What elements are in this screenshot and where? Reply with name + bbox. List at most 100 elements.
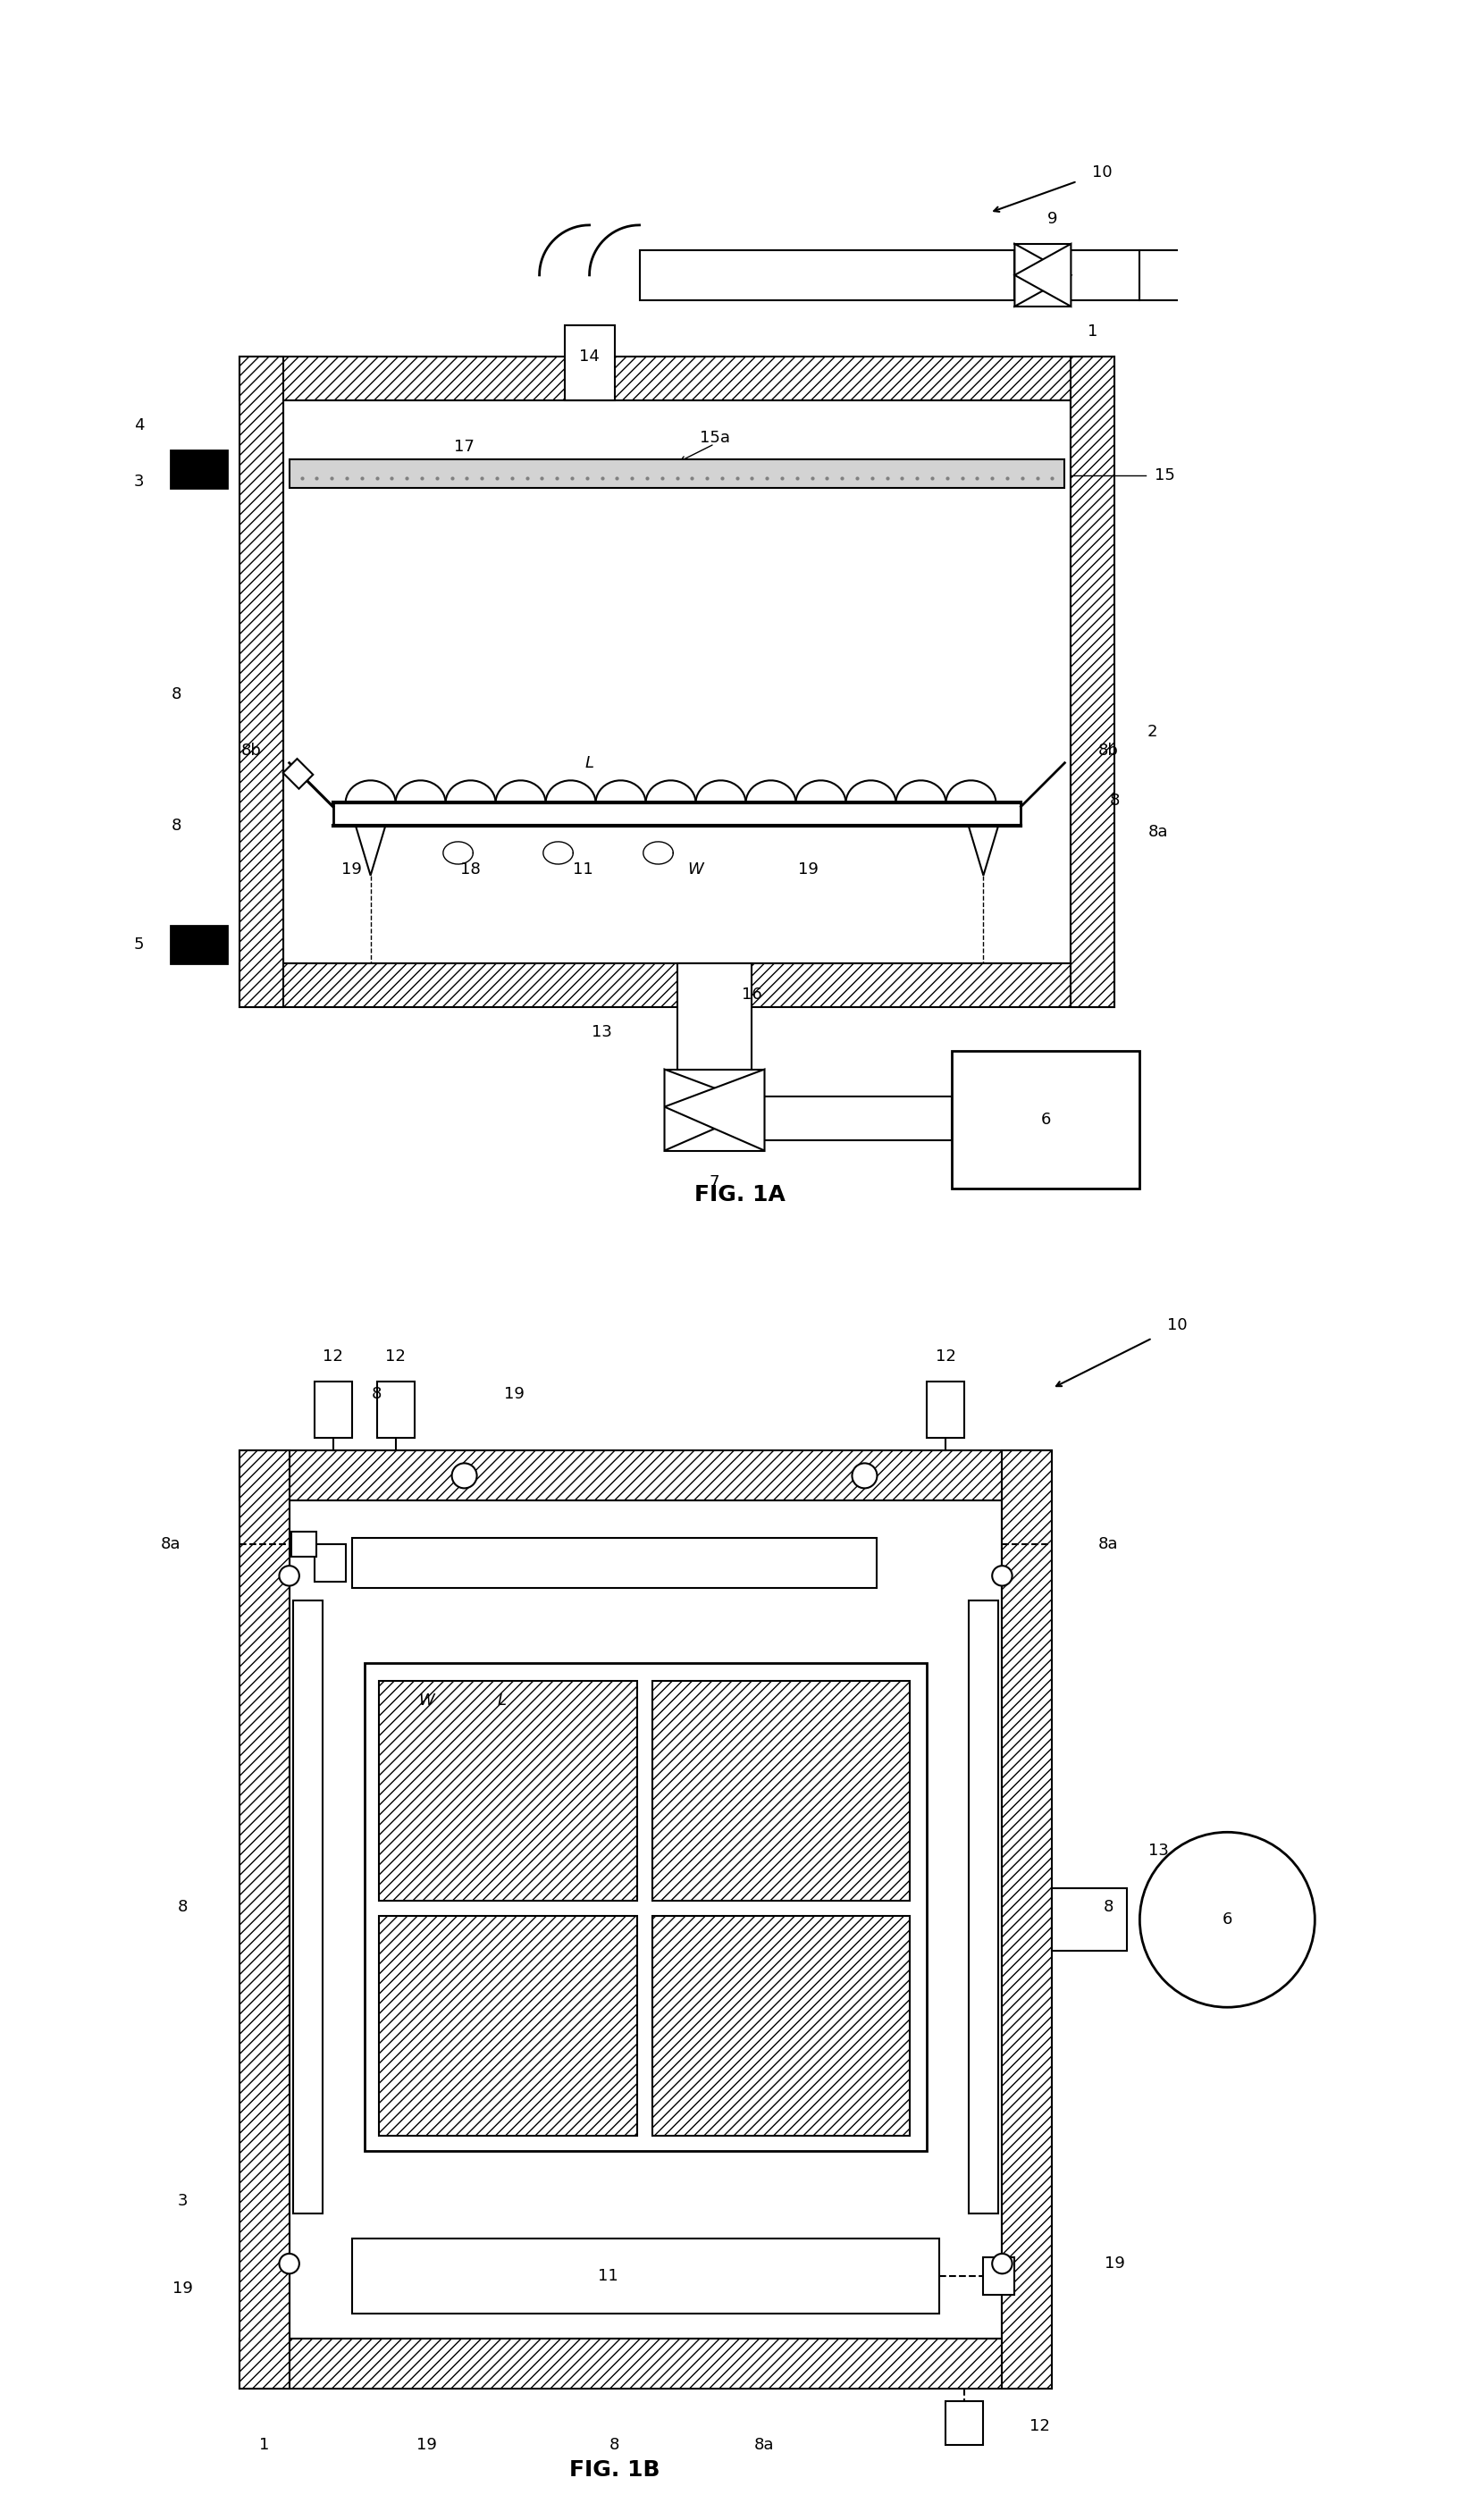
- Bar: [290, 459, 1065, 489]
- Bar: [1052, 1887, 1127, 1950]
- Text: 15: 15: [1155, 466, 1174, 484]
- Bar: [1071, 249, 1140, 300]
- Bar: [652, 1915, 910, 2137]
- Circle shape: [280, 2253, 299, 2273]
- Text: 6: 6: [1041, 1111, 1052, 1126]
- Circle shape: [1140, 1832, 1315, 2008]
- Bar: [652, 1681, 910, 1900]
- Text: 11: 11: [598, 2268, 618, 2283]
- Text: 14: 14: [580, 348, 599, 365]
- Text: 19: 19: [504, 1386, 525, 1404]
- Circle shape: [992, 2253, 1012, 2273]
- Text: 6: 6: [1222, 1913, 1232, 1928]
- Text: 8a: 8a: [1099, 1537, 1118, 1552]
- Bar: [293, 1600, 322, 2213]
- Polygon shape: [664, 1068, 765, 1152]
- Bar: [240, 2339, 1052, 2389]
- Text: 19: 19: [417, 2437, 436, 2452]
- Text: 8: 8: [1109, 791, 1120, 809]
- Text: FIG. 1B: FIG. 1B: [569, 2460, 660, 2480]
- Text: W: W: [688, 862, 704, 877]
- Polygon shape: [355, 827, 386, 874]
- Bar: [282, 759, 314, 789]
- Text: 10: 10: [1167, 1318, 1188, 1333]
- Bar: [379, 1915, 637, 2137]
- Text: 8: 8: [177, 1900, 188, 1915]
- Text: 13: 13: [592, 1023, 612, 1041]
- Text: 3: 3: [135, 474, 145, 489]
- Text: 12: 12: [386, 1348, 405, 1366]
- Text: 11: 11: [572, 862, 593, 877]
- Text: L: L: [584, 756, 595, 771]
- Text: 16: 16: [742, 985, 762, 1003]
- Text: 8a: 8a: [754, 2437, 775, 2452]
- Text: 1: 1: [1087, 323, 1097, 340]
- Text: 13: 13: [1148, 1842, 1168, 1860]
- Bar: [364, 1663, 927, 2152]
- Text: 10: 10: [1092, 164, 1112, 181]
- Text: 7: 7: [710, 1174, 720, 1189]
- Bar: [352, 2238, 939, 2313]
- Bar: [677, 963, 751, 1068]
- Text: 2: 2: [1148, 723, 1158, 741]
- Polygon shape: [664, 1068, 765, 1152]
- Bar: [170, 925, 226, 963]
- Text: L: L: [497, 1693, 506, 1709]
- Text: 12: 12: [322, 1348, 343, 1366]
- Bar: [240, 963, 1115, 1008]
- Bar: [639, 249, 1015, 300]
- Text: 9: 9: [1047, 212, 1057, 227]
- Bar: [291, 1532, 317, 1557]
- Bar: [240, 1452, 1052, 1502]
- Bar: [984, 2258, 1015, 2296]
- Bar: [947, 2402, 984, 2444]
- Text: 3: 3: [177, 2192, 188, 2210]
- Text: 8a: 8a: [160, 1537, 180, 1552]
- Text: 12: 12: [936, 1348, 955, 1366]
- Text: 4: 4: [135, 418, 145, 433]
- Text: 15a: 15a: [700, 428, 729, 446]
- Text: 18: 18: [460, 862, 481, 877]
- Text: 8: 8: [609, 2437, 620, 2452]
- Text: 19: 19: [1105, 2255, 1126, 2271]
- Polygon shape: [969, 827, 998, 874]
- Text: W: W: [419, 1693, 435, 1709]
- Circle shape: [280, 1565, 299, 1585]
- Bar: [969, 1600, 998, 2213]
- Bar: [565, 325, 614, 401]
- Text: 19: 19: [799, 862, 818, 877]
- Bar: [314, 1545, 346, 1583]
- Bar: [240, 355, 1115, 401]
- Bar: [282, 401, 1071, 963]
- Text: FIG. 1A: FIG. 1A: [694, 1184, 785, 1205]
- Text: 8: 8: [172, 816, 182, 834]
- Text: 8: 8: [1103, 1900, 1114, 1915]
- Text: 8a: 8a: [1149, 824, 1168, 839]
- Bar: [240, 355, 282, 1008]
- Bar: [952, 1051, 1140, 1187]
- Bar: [333, 804, 1021, 827]
- Bar: [352, 1537, 877, 1588]
- Bar: [379, 1681, 637, 1900]
- Bar: [765, 1096, 952, 1142]
- Polygon shape: [1015, 244, 1071, 307]
- Bar: [314, 1381, 352, 1439]
- Text: 8b: 8b: [1099, 743, 1118, 759]
- Text: 5: 5: [135, 937, 145, 953]
- Text: 8: 8: [172, 685, 182, 703]
- Bar: [290, 1502, 1003, 2339]
- Bar: [377, 1381, 414, 1439]
- Circle shape: [451, 1464, 476, 1489]
- Text: 8b: 8b: [241, 743, 262, 759]
- Bar: [240, 1452, 290, 2389]
- Text: 19: 19: [342, 862, 362, 877]
- Text: 12: 12: [1029, 2419, 1050, 2434]
- Text: 19: 19: [173, 2281, 194, 2296]
- Bar: [927, 1381, 964, 1439]
- Circle shape: [852, 1464, 877, 1489]
- Text: 1: 1: [259, 2437, 269, 2452]
- Text: 17: 17: [454, 438, 475, 454]
- Circle shape: [992, 1565, 1012, 1585]
- Bar: [1003, 1452, 1052, 2389]
- Bar: [1071, 355, 1115, 1008]
